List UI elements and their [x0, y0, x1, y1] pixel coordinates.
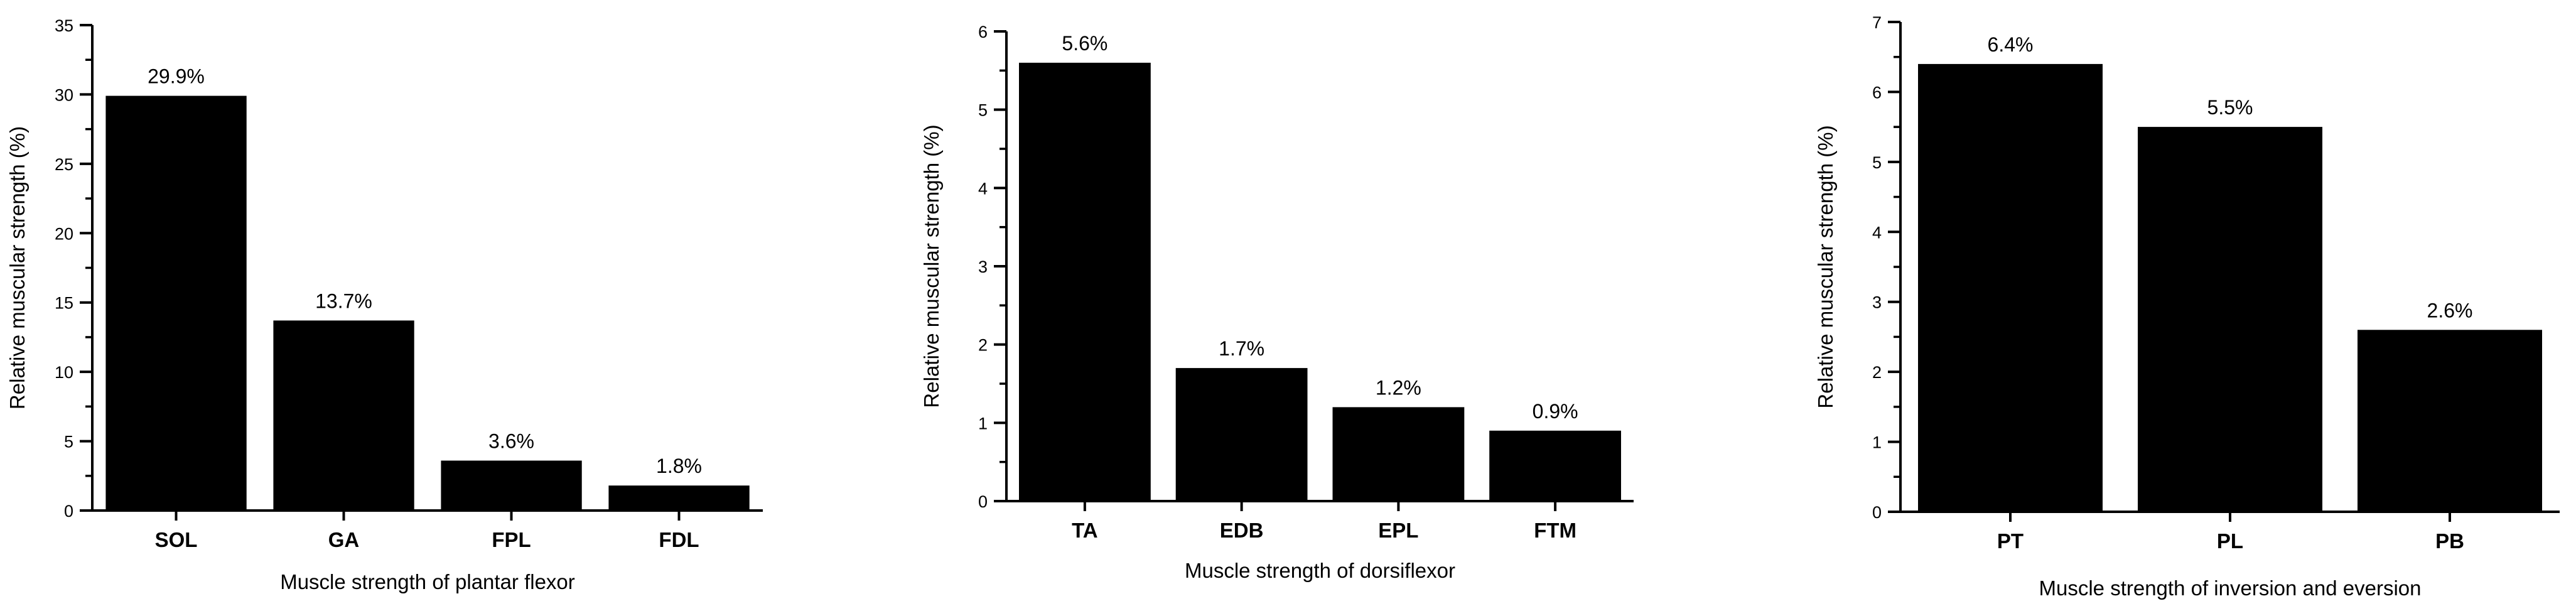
y-tick-label: 0 — [1872, 503, 1882, 522]
bar-value-label: 5.5% — [2207, 96, 2253, 119]
bar-fpl — [441, 460, 582, 511]
y-tick-label: 3 — [1872, 293, 1882, 312]
bar-value-label: 6.4% — [1988, 33, 2034, 56]
bar-value-label: 13.7% — [315, 289, 372, 312]
bar-ftm — [1489, 430, 1621, 501]
y-tick-label: 20 — [55, 224, 73, 243]
x-axis-title: Muscle strength of dorsiflexor — [1185, 559, 1455, 582]
bar-chart-plantar-flexor-svg: 29.9% SOL 13.7% GA 3.6% FPL 1.8% FDL 0 5 10 15 20 25 3… — [6, 16, 763, 593]
y-tick-label: 2 — [1872, 363, 1882, 382]
y-axis-title: Relative muscular strength (%) — [6, 126, 29, 409]
y-tick-label: 5 — [978, 101, 988, 120]
bar-edb — [1175, 368, 1308, 501]
x-axis-title: Muscle strength of plantar flexor — [280, 570, 575, 593]
bar-chart-dorsiflexor: 5.6% TA 1.7% EDB 1.2% EPL 0.9% FTM 0 1 2 3 4 5 6 Relati… — [860, 0, 1720, 611]
y-tick-label: 35 — [55, 16, 73, 35]
bar-value-label: 1.7% — [1219, 337, 1264, 360]
bar-fdl — [608, 485, 750, 511]
y-tick-label: 6 — [1872, 83, 1882, 102]
y-tick-label: 4 — [1872, 223, 1882, 242]
x-category-label: SOL — [155, 528, 198, 551]
x-category-label: FTM — [1534, 519, 1576, 542]
bar-value-label: 0.9% — [1533, 400, 1578, 423]
y-tick-label: 5 — [1872, 153, 1882, 172]
bar-pt — [1918, 63, 2103, 512]
bar-epl — [1332, 407, 1465, 501]
x-category-label: FPL — [492, 528, 531, 551]
y-tick-label: 6 — [978, 23, 988, 41]
y-tick-label: 0 — [978, 492, 988, 511]
x-category-label: TA — [1072, 519, 1098, 542]
bar-chart-plantar-flexor: 29.9% SOL 13.7% GA 3.6% FPL 1.8% FDL 0 5 10 15 20 25 3… — [0, 0, 860, 611]
bar-sol — [105, 95, 247, 511]
x-category-label: PL — [2217, 529, 2243, 553]
y-tick-label: 2 — [978, 336, 988, 355]
y-axis-title: Relative muscular strength (%) — [1814, 125, 1837, 408]
x-category-label: EDB — [1220, 519, 1264, 542]
y-tick-label: 5 — [64, 433, 73, 451]
bar-chart-dorsiflexor-svg: 5.6% TA 1.7% EDB 1.2% EPL 0.9% FTM 0 1 2 3 4 5 6 Relati… — [920, 23, 1634, 582]
x-axis-title: Muscle strength of inversion and eversio… — [2039, 576, 2422, 600]
x-category-label: EPL — [1378, 519, 1418, 542]
y-tick-label: 25 — [55, 155, 73, 174]
y-tick-label: 10 — [55, 363, 73, 382]
bar-value-label: 1.2% — [1376, 376, 1421, 399]
y-axis-title: Relative muscular strength (%) — [920, 124, 943, 408]
y-tick-label: 1 — [1872, 433, 1882, 452]
x-category-label: PB — [2435, 529, 2464, 553]
x-category-label: GA — [328, 528, 360, 551]
y-tick-label: 4 — [978, 179, 988, 198]
bar-chart-inversion-eversion-svg: 6.4% PT 5.5% PL 2.6% PB 0 1 2 3 4 5 6 7 Relative muscu… — [1814, 13, 2560, 600]
y-tick-label: 15 — [55, 294, 73, 313]
bar-value-label: 29.9% — [148, 65, 205, 88]
bar-value-label: 1.8% — [656, 455, 702, 477]
bar-value-label: 5.6% — [1062, 32, 1107, 55]
y-tick-label: 0 — [64, 502, 73, 521]
y-tick-label: 30 — [55, 85, 73, 104]
bar-ta — [1019, 62, 1151, 501]
x-category-label: PT — [1997, 529, 2024, 553]
y-tick-label: 7 — [1872, 13, 1882, 32]
y-tick-label: 3 — [978, 257, 988, 276]
bar-chart-inversion-eversion: 6.4% PT 5.5% PL 2.6% PB 0 1 2 3 4 5 6 7 Relative muscu… — [1720, 0, 2576, 611]
bar-value-label: 3.6% — [488, 430, 534, 453]
bar-ga — [273, 320, 414, 511]
bar-pl — [2138, 127, 2322, 512]
bar-pb — [2358, 330, 2542, 512]
x-category-label: FDL — [659, 528, 699, 551]
bar-value-label: 2.6% — [2427, 299, 2473, 322]
y-tick-label: 1 — [978, 414, 988, 433]
